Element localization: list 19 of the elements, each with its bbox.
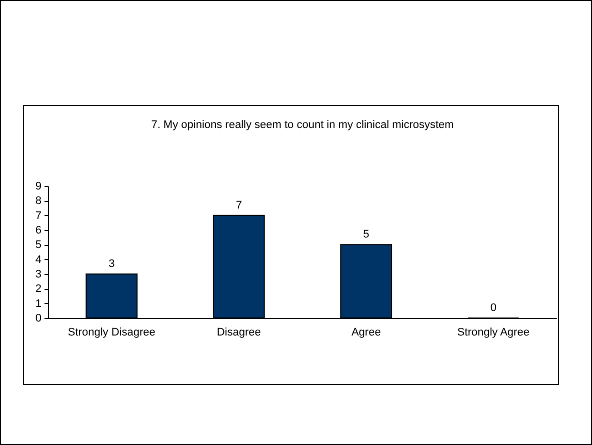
data-label: 7 [236, 199, 242, 212]
data-label: 3 [108, 258, 115, 270]
y-tick-label: 8 [35, 195, 42, 208]
y-tick-label: 4 [35, 254, 42, 266]
x-tick-label: Strongly Disagree [68, 326, 156, 338]
y-tick-label: 5 [35, 239, 42, 252]
chart-title: 7. My opinions really seem to count in my clinical microsystem [151, 119, 454, 131]
y-tick-label: 9 [35, 180, 42, 192]
x-tick-label: Agree [351, 326, 381, 338]
x-tick-label: Disagree [216, 326, 261, 338]
y-tick-label: 3 [35, 268, 42, 280]
y-tick-label: 2 [35, 283, 42, 296]
data-label: 5 [363, 228, 370, 241]
y-tick-label: 1 [35, 298, 42, 310]
data-label: 0 [490, 302, 496, 314]
y-tick-label: 0 [35, 312, 42, 324]
y-tick-label: 6 [35, 224, 42, 236]
x-tick-label: Strongly Agree [457, 326, 530, 338]
y-tick-label: 7 [35, 210, 42, 222]
